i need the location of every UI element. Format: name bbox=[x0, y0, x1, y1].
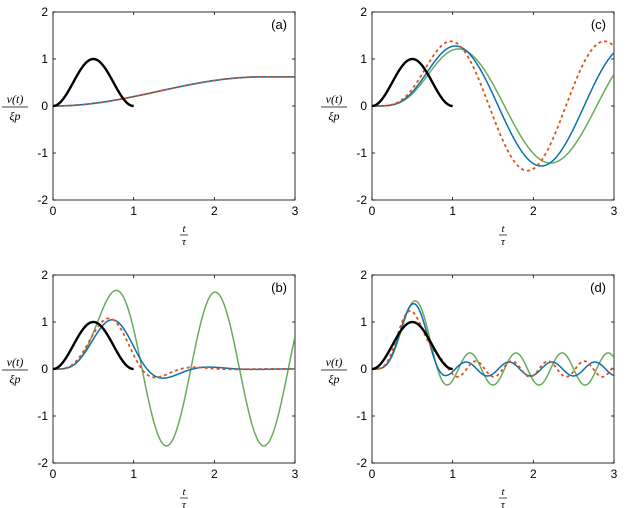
pulse-line bbox=[53, 57, 134, 108]
y-axis-label-numerator: ν(t) bbox=[7, 92, 24, 106]
series-line-3 bbox=[53, 75, 295, 107]
x-tick-label: 1 bbox=[130, 204, 137, 218]
y-tick-label: -2 bbox=[356, 193, 367, 207]
series-line-2 bbox=[372, 45, 614, 167]
x-tick-label: 0 bbox=[369, 204, 376, 218]
y-tick-label: 2 bbox=[360, 268, 367, 282]
x-tick-label: 0 bbox=[50, 204, 57, 218]
panel-label: (c) bbox=[591, 17, 606, 32]
y-tick-label: 0 bbox=[41, 99, 48, 113]
series-line-3 bbox=[53, 317, 295, 379]
x-tick-label: 1 bbox=[130, 467, 137, 481]
y-axis-label-numerator: ν(t) bbox=[326, 92, 343, 106]
x-tick-label: 0 bbox=[369, 467, 376, 481]
x-axis-label-denominator: τ bbox=[501, 499, 506, 508]
x-axis-label-denominator: τ bbox=[182, 499, 187, 508]
y-tick-label: -1 bbox=[356, 146, 367, 160]
y-tick-label: -1 bbox=[37, 146, 48, 160]
series-line-1 bbox=[53, 76, 295, 107]
series-line-3 bbox=[372, 310, 614, 378]
y-tick-label: 2 bbox=[41, 268, 48, 282]
panel-label: (a) bbox=[271, 17, 287, 32]
series-line-1 bbox=[372, 300, 614, 386]
y-tick-label: 1 bbox=[41, 52, 48, 66]
x-axis-label-numerator: t bbox=[182, 223, 186, 235]
series-line-2 bbox=[372, 302, 614, 377]
y-tick-label: 0 bbox=[360, 99, 367, 113]
x-axis-label-numerator: t bbox=[501, 223, 505, 235]
y-tick-label: 1 bbox=[360, 52, 367, 66]
x-tick-label: 2 bbox=[530, 467, 537, 481]
series-group bbox=[53, 57, 295, 108]
x-tick-label: 0 bbox=[50, 467, 57, 481]
y-tick-label: -1 bbox=[37, 409, 48, 423]
series-line-2 bbox=[53, 76, 295, 107]
series-group bbox=[53, 289, 295, 447]
plot-frame bbox=[371, 274, 615, 464]
x-tick-label: 3 bbox=[611, 204, 618, 218]
panel-b: 0 1 2 3 -2 -1 0 1 2 (b) tτ ν(t) ξp bbox=[2, 268, 299, 508]
x-tick-label: 2 bbox=[211, 467, 218, 481]
y-tick-label: 2 bbox=[360, 5, 367, 19]
pulse-line bbox=[372, 57, 453, 108]
plot-frame bbox=[371, 11, 615, 201]
series-line-1 bbox=[53, 289, 295, 447]
pulse-line bbox=[53, 320, 134, 371]
y-axis-label-denominator: ξp bbox=[328, 372, 339, 386]
y-axis-label-denominator: ξp bbox=[9, 109, 20, 123]
panel-c: 0 1 2 3 -2 -1 0 1 2 (c) tτ ν(t) ξp bbox=[321, 5, 618, 248]
x-axis-label-denominator: τ bbox=[501, 236, 506, 248]
panel-label: (b) bbox=[271, 280, 287, 295]
panel-label: (d) bbox=[590, 280, 606, 295]
x-tick-label: 3 bbox=[292, 204, 299, 218]
y-axis-label-denominator: ξp bbox=[9, 372, 20, 386]
x-axis-label-denominator: τ bbox=[182, 236, 187, 248]
x-tick-label: 2 bbox=[530, 204, 537, 218]
y-tick-label: -1 bbox=[356, 409, 367, 423]
x-tick-label: 3 bbox=[611, 467, 618, 481]
x-axis-label-numerator: t bbox=[501, 486, 505, 498]
y-tick-label: -2 bbox=[37, 193, 48, 207]
y-axis-label-numerator: ν(t) bbox=[7, 355, 24, 369]
y-tick-label: 0 bbox=[360, 362, 367, 376]
y-tick-label: 2 bbox=[41, 5, 48, 19]
y-tick-label: 1 bbox=[360, 315, 367, 329]
x-axis-label-numerator: t bbox=[182, 486, 186, 498]
y-tick-label: 0 bbox=[41, 362, 48, 376]
x-tick-label: 2 bbox=[211, 204, 218, 218]
x-tick-label: 1 bbox=[449, 467, 456, 481]
x-tick-label: 1 bbox=[449, 204, 456, 218]
y-tick-label: -2 bbox=[356, 456, 367, 470]
plot-frame bbox=[52, 11, 296, 201]
y-tick-label: -2 bbox=[37, 456, 48, 470]
series-group bbox=[372, 300, 614, 386]
series-group bbox=[372, 40, 614, 172]
pulse-line bbox=[372, 320, 453, 371]
panel-a: 0 1 2 3 -2 -1 0 1 2 (a) tτ ν(t) ξp bbox=[2, 5, 299, 248]
series-line-1 bbox=[372, 48, 614, 164]
y-tick-label: 1 bbox=[41, 315, 48, 329]
y-axis-label-denominator: ξp bbox=[328, 109, 339, 123]
y-axis-label-numerator: ν(t) bbox=[326, 355, 343, 369]
panel-d: 0 1 2 3 -2 -1 0 1 2 (d) tτ ν(t) ξp bbox=[321, 268, 618, 508]
x-tick-label: 3 bbox=[292, 467, 299, 481]
